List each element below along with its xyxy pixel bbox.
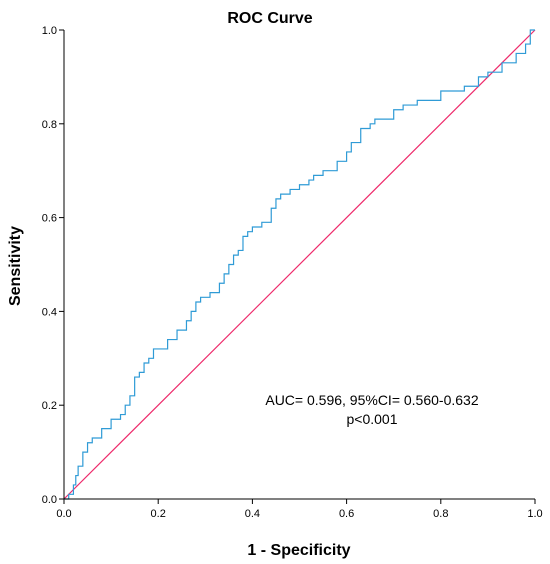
- y-axis-label: Sensitivity: [7, 226, 24, 306]
- y-tick-label: 0.8: [42, 119, 57, 131]
- roc-curve: [64, 29, 535, 500]
- y-tick-label: 0.6: [42, 213, 57, 225]
- y-tick-label: 0.2: [42, 400, 57, 412]
- reference-line: [63, 29, 536, 500]
- y-tick-label: 1.0: [42, 25, 57, 37]
- auc-annotation: AUC= 0.596, 95%CI= 0.560-0.632: [265, 392, 478, 408]
- x-axis-label: 1 - Specificity: [247, 542, 350, 559]
- series-layer: [63, 29, 536, 500]
- p-value-annotation: p<0.001: [347, 411, 398, 427]
- x-tick-label: 0.8: [433, 508, 448, 520]
- y-tick-label: 0.0: [42, 494, 57, 506]
- x-tick-label: 0.4: [245, 508, 260, 520]
- y-tick-labels: 0.0 0.2 0.4 0.6 0.8 1.0: [42, 25, 64, 506]
- chart-title: ROC Curve: [227, 10, 312, 27]
- x-tick-label: 0.0: [56, 508, 71, 520]
- x-tick-label: 1.0: [527, 508, 542, 520]
- x-tick-label: 0.2: [151, 508, 166, 520]
- y-tick-label: 0.4: [42, 306, 57, 318]
- x-tick-label: 0.6: [339, 508, 354, 520]
- x-tick-labels: 0.0 0.2 0.4 0.6 0.8 1.0: [56, 499, 543, 520]
